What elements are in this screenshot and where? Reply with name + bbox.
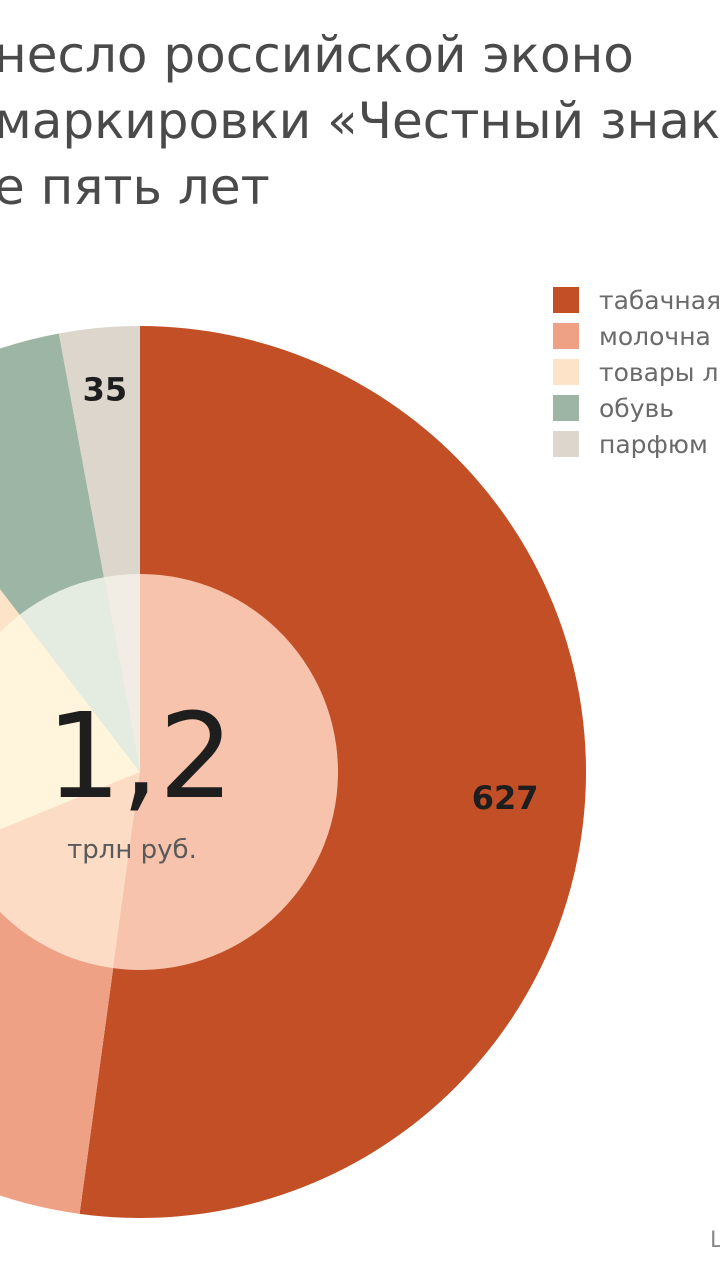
legend-swatch bbox=[553, 431, 579, 457]
inner-slice-tobacco bbox=[113, 574, 339, 970]
chart-title: несло российской эконо маркировки «Честн… bbox=[0, 22, 720, 220]
legend-swatch bbox=[553, 359, 579, 385]
legend-item-light-goods: товары л bbox=[553, 354, 720, 390]
legend-label: молочна bbox=[599, 321, 711, 351]
chart-title-line-1: несло российской эконо bbox=[0, 26, 634, 84]
legend-item-dairy: молочна bbox=[553, 318, 720, 354]
slice-value-labels: 627 35 bbox=[83, 371, 539, 817]
corner-text: Ш bbox=[710, 1228, 720, 1253]
center-total-unit: трлн руб. bbox=[67, 835, 197, 865]
slice-value-label: 627 bbox=[472, 779, 539, 817]
legend-label: обувь bbox=[599, 393, 674, 423]
center-total-value: 1,2 bbox=[46, 687, 234, 825]
legend-item-tobacco: табачная bbox=[553, 282, 720, 318]
inner-slice-light-goods bbox=[0, 614, 140, 830]
inner-slice-dairy bbox=[0, 772, 140, 969]
inner-ring bbox=[0, 574, 339, 970]
chart-title-line-2: маркировки «Честный знак bbox=[0, 92, 720, 150]
inner-slice-perfume bbox=[103, 574, 140, 772]
chart-title-line-3: е пять лет bbox=[0, 158, 270, 216]
legend-item-perfume: парфюм bbox=[553, 426, 720, 462]
legend-swatch bbox=[553, 287, 579, 313]
legend-label: товары л bbox=[599, 357, 719, 387]
legend-label: табачная bbox=[599, 285, 720, 315]
legend: табачная молочна товары л обувь парфюм bbox=[553, 282, 720, 462]
legend-swatch bbox=[553, 323, 579, 349]
legend-label: парфюм bbox=[599, 429, 708, 459]
inner-slice-shoes bbox=[19, 577, 140, 772]
legend-item-shoes: обувь bbox=[553, 390, 720, 426]
slice-value-label: 35 bbox=[83, 371, 128, 409]
legend-swatch bbox=[553, 395, 579, 421]
